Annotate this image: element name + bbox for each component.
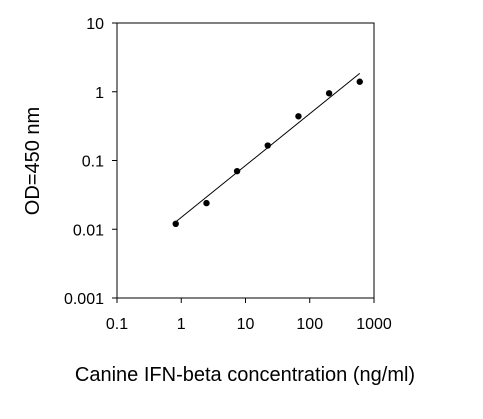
x-tick-label: 1 [177, 316, 186, 333]
x-tick-label: 10 [237, 316, 255, 333]
data-point [295, 113, 302, 120]
y-tick-label: 10 [86, 16, 104, 33]
data-point [233, 167, 241, 175]
y-tick-label: 0.1 [82, 154, 104, 171]
y-tick-label: 0.01 [73, 222, 104, 239]
data-point [264, 142, 271, 149]
x-tick-label: 100 [296, 316, 323, 333]
y-axis-ticks [112, 22, 117, 299]
x-axis-tick-labels: 0.1 1 10 100 1000 [106, 316, 392, 333]
x-axis-title: Canine IFN-beta concentration (ng/ml) [75, 364, 415, 386]
x-tick-label: 1000 [356, 316, 392, 333]
x-tick-label: 0.1 [106, 316, 128, 333]
data-point [325, 90, 333, 97]
data-points [172, 78, 363, 228]
data-point [172, 220, 179, 228]
data-point [356, 78, 363, 85]
y-axis-title: OD=450 nm [22, 107, 44, 215]
y-tick-label: 1 [95, 85, 104, 102]
data-point [203, 199, 210, 207]
y-tick-label: 0.001 [64, 291, 104, 308]
y-axis-tick-labels: 0.001 0.01 0.1 1 10 [64, 16, 104, 308]
x-axis-ticks [116, 298, 375, 303]
